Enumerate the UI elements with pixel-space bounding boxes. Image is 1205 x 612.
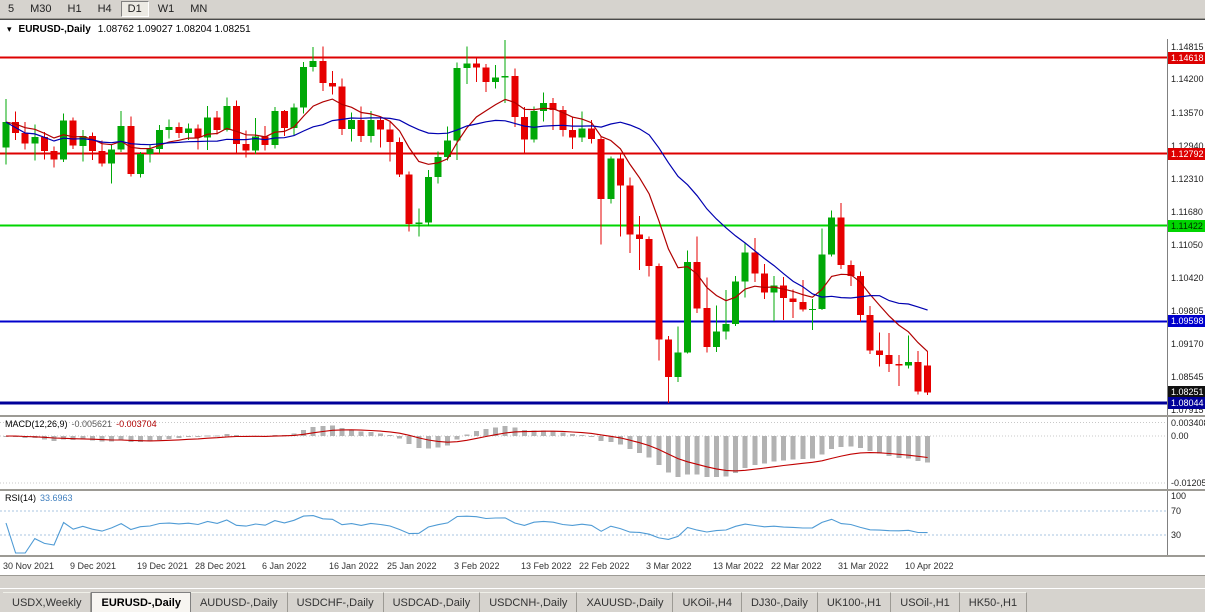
macd-signal-line (5, 429, 928, 472)
date-label: 6 Jan 2022 (262, 561, 307, 571)
chart-tab[interactable]: EURUSD-,Daily (91, 592, 191, 612)
price-badge: 1.14618 (1168, 52, 1205, 64)
price-tick-label: 1.10420 (1171, 273, 1204, 283)
date-label: 31 Mar 2022 (838, 561, 889, 571)
window-bottom-strip (0, 575, 1205, 588)
chart-tab[interactable]: USDCNH-,Daily (480, 592, 578, 612)
price-tick-label: 1.11050 (1171, 240, 1203, 250)
rsi-plot (0, 491, 1167, 555)
ma-fast-line (5, 98, 929, 353)
price-tick-label: 1.08545 (1171, 372, 1204, 382)
macd-level-lines (0, 422, 1167, 484)
macd-signal-value: -0.003704 (116, 419, 157, 429)
date-label: 22 Mar 2022 (771, 561, 822, 571)
price-badge: 1.09598 (1168, 315, 1205, 327)
chart-tab[interactable]: USDCAD-,Daily (383, 592, 481, 612)
chart-tab[interactable]: USDX,Weekly (3, 592, 92, 612)
panel-splitter[interactable] (0, 555, 1205, 557)
panel-splitter[interactable] (0, 415, 1205, 417)
date-label: 3 Feb 2022 (454, 561, 500, 571)
price-tick-label: 1.09805 (1171, 306, 1204, 316)
date-label: 13 Feb 2022 (521, 561, 572, 571)
chart-tabs-bar: USDX,Weekly EURUSD-,Daily AUDUSD-,Daily USD… (0, 588, 1205, 612)
collapse-chart-icon[interactable]: ▾ (7, 24, 12, 34)
timeframe-button-d1[interactable]: D1 (120, 1, 149, 17)
macd-header: MACD(12,26,9) -0.005621 -0.003704 (5, 419, 157, 429)
chart-header: ▾ EURUSD-,Daily 1.08762 1.09027 1.08204 … (0, 20, 1205, 39)
time-axis[interactable]: 30 Nov 2021 9 Dec 2021 19 Dec 2021 28 Dec 2… (0, 557, 1205, 575)
chart-tab[interactable]: USOil-,H1 (891, 592, 960, 612)
price-badge: 1.11422 (1168, 220, 1205, 232)
timeframe-button-mn[interactable]: MN (190, 3, 208, 15)
date-label: 30 Nov 2021 (3, 561, 55, 571)
macd-label: MACD(12,26,9) (5, 419, 68, 429)
chart-symbol-title: EURUSD-,Daily (18, 24, 91, 35)
date-label: 13 Mar 2022 (713, 561, 764, 571)
date-label: 25 Jan 2022 (387, 561, 437, 571)
macd-tick-label: 0.00 (1171, 431, 1189, 441)
chart-ohlc-values: 1.08762 1.09027 1.08204 1.08251 (97, 24, 251, 35)
macd-main-value: -0.005621 (71, 419, 113, 429)
rsi-tick-label: 100 (1171, 491, 1187, 501)
rsi-tick-label: 30 (1171, 530, 1182, 540)
main-chart-plot[interactable] (0, 39, 1167, 415)
main-price-panel: 1.14815 1.14200 1.13570 1.12940 1.12310 1.116… (0, 39, 1205, 415)
price-tick-label: 1.14200 (1171, 74, 1204, 84)
chart-window: ▾ EURUSD-,Daily 1.08762 1.09027 1.08204 … (0, 19, 1205, 575)
chart-tab[interactable]: AUDUSD-,Daily (190, 592, 288, 612)
date-label: 16 Jan 2022 (329, 561, 379, 571)
rsi-line (5, 515, 928, 554)
macd-plot (0, 417, 1167, 489)
timeframe-button-m30[interactable]: M30 (30, 3, 52, 15)
timeframe-button-w1[interactable]: W1 (157, 3, 175, 15)
rsi-panel: RSI(14) 33.6963 100 70 30 (0, 491, 1205, 555)
price-badge: 1.08251 (1168, 386, 1205, 398)
price-axis[interactable]: 1.14815 1.14200 1.13570 1.12940 1.12310 1.116… (1167, 39, 1205, 415)
timeframe-button-h4[interactable]: H4 (97, 3, 112, 15)
price-tick-label: 1.07915 (1171, 405, 1204, 415)
timeframe-toolbar: 5 M30 H1 H4 D1 W1 MN (0, 0, 1205, 19)
date-label: 22 Feb 2022 (579, 561, 630, 571)
rsi-axis[interactable]: 100 70 30 (1167, 491, 1205, 555)
chart-tab[interactable]: UK100-,H1 (817, 592, 892, 612)
price-tick-label: 1.12940 (1171, 141, 1204, 151)
chart-tab[interactable]: HK50-,H1 (959, 592, 1028, 612)
price-tick-label: 1.09170 (1171, 339, 1204, 349)
rsi-value: 33.6963 (40, 493, 73, 503)
price-badge: 1.08044 (1168, 397, 1205, 409)
date-label: 3 Mar 2022 (646, 561, 692, 571)
rsi-level-lines (0, 510, 1167, 536)
macd-tick-label: 0.003408 (1171, 418, 1205, 428)
price-tick-label: 1.13570 (1171, 108, 1204, 118)
chart-tab[interactable]: XAUUSD-,Daily (577, 592, 674, 612)
price-tick-label: 1.14815 (1171, 42, 1204, 52)
timeframe-button-h1[interactable]: H1 (67, 3, 82, 15)
rsi-tick-label: 70 (1171, 506, 1182, 516)
macd-axis[interactable]: 0.003408 0.00 -0.01205 (1167, 417, 1205, 489)
date-label: 9 Dec 2021 (70, 561, 117, 571)
panel-splitter[interactable] (0, 489, 1205, 491)
chart-tab[interactable]: UKOil-,H4 (673, 592, 742, 612)
timeframe-button-5[interactable]: 5 (8, 3, 15, 15)
price-tick-label: 1.12310 (1171, 174, 1204, 184)
macd-panel: MACD(12,26,9) -0.005621 -0.003704 0.003408… (0, 417, 1205, 489)
date-label: 28 Dec 2021 (195, 561, 247, 571)
macd-histogram (3, 425, 931, 478)
candles-layer (2, 40, 932, 403)
rsi-label: RSI(14) (5, 493, 37, 503)
date-label: 10 Apr 2022 (905, 561, 954, 571)
ma-slow-line (5, 117, 928, 311)
rsi-header: RSI(14) 33.6963 (5, 493, 73, 503)
moving-average-lines (5, 98, 929, 353)
macd-tick-label: -0.01205 (1171, 478, 1205, 488)
chart-tab[interactable]: DJ30-,Daily (741, 592, 818, 612)
price-tick-label: 1.11680 (1171, 207, 1203, 217)
date-label: 19 Dec 2021 (137, 561, 189, 571)
chart-tab[interactable]: USDCHF-,Daily (287, 592, 384, 612)
price-badge: 1.12792 (1168, 148, 1205, 160)
horizontal-level-lines (0, 56, 1167, 405)
